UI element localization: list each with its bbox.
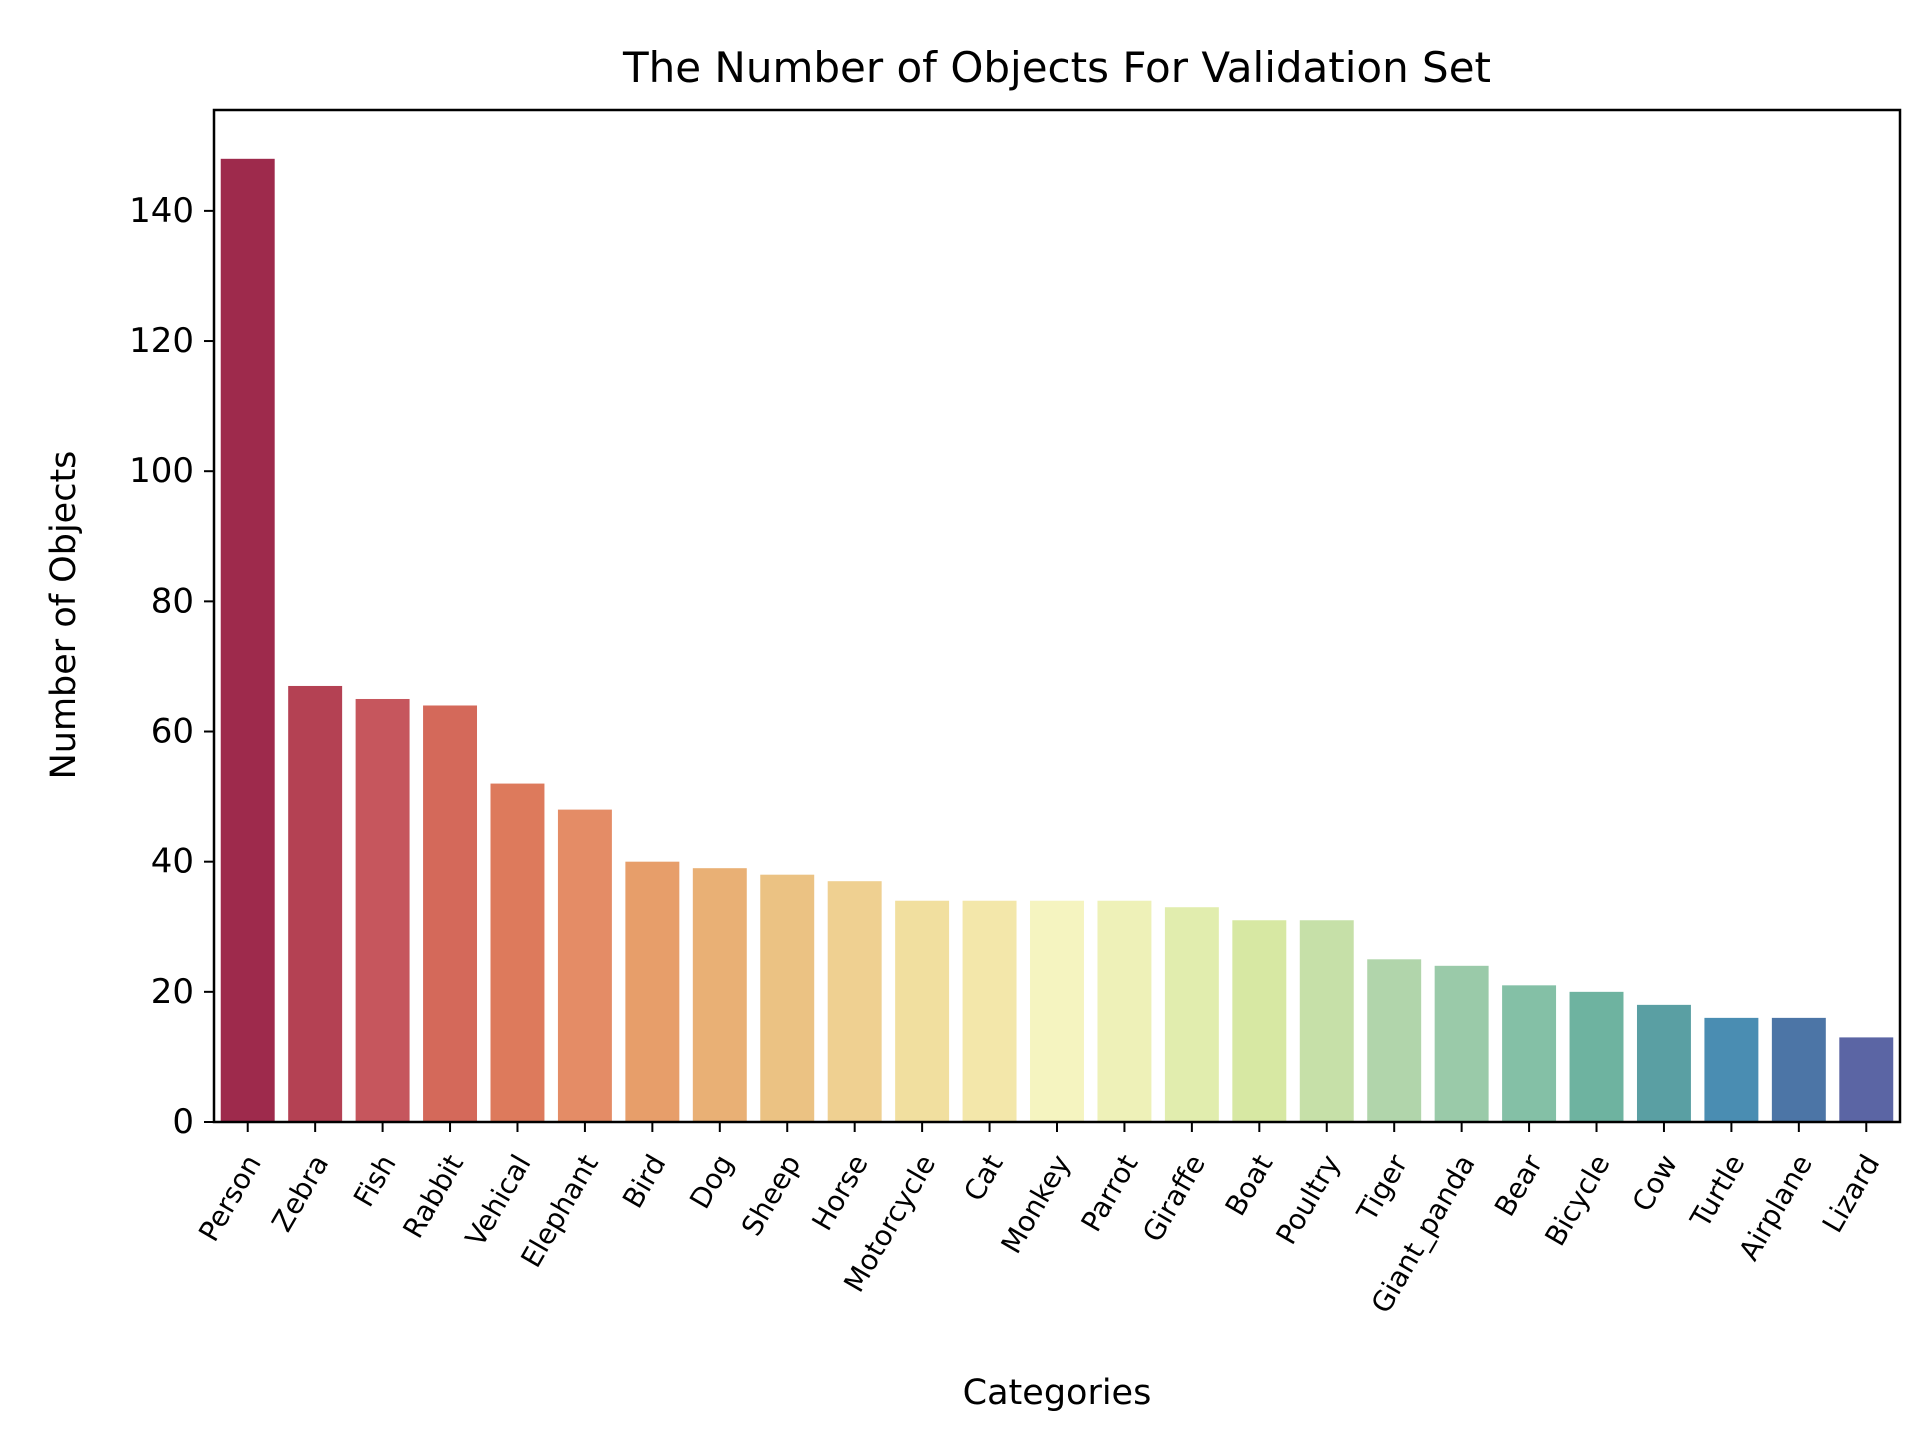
bar-fish <box>355 698 410 1122</box>
x-tick-label: Turtle <box>1683 1149 1751 1234</box>
bar-rabbit <box>423 705 478 1122</box>
bar-bird <box>625 861 680 1122</box>
bar-tiger <box>1367 959 1422 1122</box>
x-tick-label: Lizard <box>1816 1149 1887 1238</box>
bar-giant-panda <box>1434 965 1489 1122</box>
bar-lizard <box>1839 1037 1894 1122</box>
x-tick-label: Poultry <box>1269 1149 1346 1250</box>
x-tick-label: Parrot <box>1075 1149 1145 1237</box>
y-tick-label: 100 <box>129 451 194 491</box>
y-tick-label: 60 <box>151 712 194 752</box>
plot-frame <box>212 108 1902 1124</box>
bar-bear <box>1502 985 1557 1122</box>
x-tick-label: Boat <box>1219 1149 1280 1221</box>
x-tick-label: Zebra <box>265 1149 335 1237</box>
bar-parrot <box>1097 900 1152 1122</box>
bar-vehical <box>490 783 545 1122</box>
y-tick-label: 40 <box>151 842 194 882</box>
chart-title: The Number of Objects For Validation Set <box>622 43 1491 92</box>
bar-bicycle <box>1569 991 1624 1122</box>
x-tick-label: Bear <box>1488 1149 1549 1222</box>
y-axis: 0 20 40 60 80 100 120 140 <box>129 191 214 1142</box>
x-tick-label: Tiger <box>1350 1149 1415 1228</box>
bar-dog <box>692 868 747 1122</box>
x-tick-label: Cow <box>1626 1149 1684 1217</box>
bar-elephant <box>557 809 612 1122</box>
bar-monkey <box>1030 900 1084 1122</box>
y-tick-label: 20 <box>151 972 194 1012</box>
bar-horse <box>827 881 882 1122</box>
bar-sheep <box>760 874 815 1122</box>
x-tick-label: Rabbit <box>396 1149 470 1244</box>
bars-group <box>220 158 1894 1122</box>
y-tick-label: 0 <box>172 1102 194 1142</box>
y-tick-label: 80 <box>151 581 194 621</box>
x-axis-label: Categories <box>963 1373 1152 1413</box>
bar-zebra <box>288 685 343 1122</box>
bar-cat <box>962 900 1017 1122</box>
y-tick-label: 140 <box>129 191 194 231</box>
x-tick-label: Sheep <box>735 1149 807 1241</box>
x-tick-label: Bird <box>616 1149 672 1214</box>
x-tick-label: Horse <box>805 1149 874 1236</box>
bar-cow <box>1636 1004 1691 1122</box>
bar-poultry <box>1299 920 1354 1122</box>
bar-person <box>220 158 275 1122</box>
x-tick-label: Cat <box>957 1149 1009 1207</box>
x-tick-label: Dog <box>683 1149 740 1214</box>
bar-giraffe <box>1164 907 1219 1122</box>
x-tick-label: Bicycle <box>1538 1149 1616 1252</box>
bar-motorcycle <box>895 900 950 1122</box>
bar-turtle <box>1704 1017 1759 1122</box>
x-tick-label: Person <box>192 1149 268 1247</box>
bar-airplane <box>1771 1017 1826 1122</box>
x-tick-label: Giraffe <box>1136 1149 1212 1247</box>
y-tick-label: 120 <box>129 321 194 361</box>
y-axis-label: Number of Objects <box>44 451 84 780</box>
x-tick-label: Fish <box>347 1149 403 1212</box>
bar-boat <box>1232 920 1287 1122</box>
